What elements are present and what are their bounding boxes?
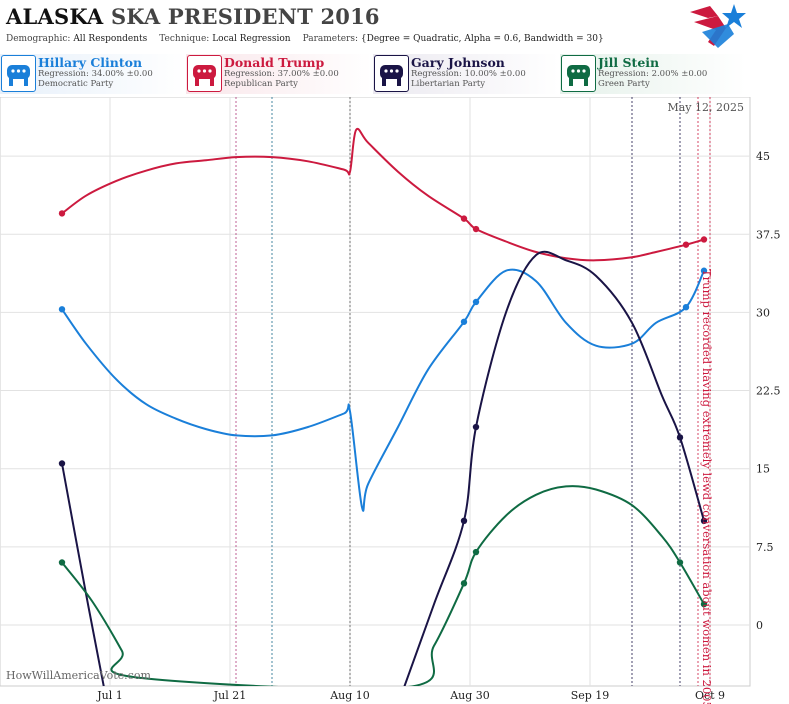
candidate-name: Jill Stein xyxy=(598,55,660,70)
hillary-clinton-point xyxy=(682,303,690,311)
y-tick-label: 15 xyxy=(756,463,770,476)
grid xyxy=(0,97,750,686)
x-tick-label: Sep 19 xyxy=(571,689,610,702)
donald-trump-point xyxy=(58,210,66,217)
jill-stein-line xyxy=(61,485,705,686)
hillary-clinton-point xyxy=(472,298,480,306)
y-tick-label: 22.5 xyxy=(756,385,781,398)
candidate-card: Gary Johnson Regression: 10.00% ±0.00 Libe… xyxy=(373,54,559,94)
jill-stein-point xyxy=(472,548,480,556)
gary-johnson-point xyxy=(676,434,684,441)
candidate-name: Gary Johnson xyxy=(411,55,505,70)
candidate-name: Hillary Clinton xyxy=(38,55,143,70)
donald-trump-point xyxy=(472,225,480,233)
candidate-name: Donald Trump xyxy=(224,55,325,70)
gary-johnson-line xyxy=(403,250,705,686)
jill-stein-point xyxy=(460,580,468,587)
donald-trump-point xyxy=(700,236,708,243)
candidate-party: Republican Party xyxy=(224,79,298,89)
y-tick-label: 7.5 xyxy=(756,541,774,554)
candidate-regression: Regression: 10.00% ±0.00 xyxy=(411,69,526,79)
elephant-icon xyxy=(187,55,222,92)
plot-area xyxy=(0,97,751,687)
title-rest: SKA PRESIDENT 2016 xyxy=(110,4,380,29)
chart-date: May 12, 2025 xyxy=(667,101,744,114)
candidate-regression: Regression: 34.00% ±0.00 xyxy=(38,69,153,79)
x-tick-label: Jul 21 xyxy=(213,689,247,702)
hillary-clinton-point xyxy=(58,306,66,313)
parameters-line: Demographic: All Respondents Technique: L… xyxy=(6,34,604,44)
jill-stein-point xyxy=(58,559,66,566)
event-annotation: Trump recorded having extremely lewd con… xyxy=(700,269,714,704)
donkey-icon xyxy=(1,55,36,92)
donald-trump-line xyxy=(61,127,705,262)
series-lines xyxy=(61,127,705,686)
star-logo-icon xyxy=(690,4,746,48)
hillary-clinton-line xyxy=(61,268,705,512)
jill-stein-point xyxy=(676,559,684,566)
x-axis: Jul 1 Jul 21 Aug 10 Aug 30 Sep 19 Oct 9 xyxy=(96,689,725,702)
x-tick-label: Aug 10 xyxy=(329,689,370,702)
series-points xyxy=(58,210,708,608)
gary-johnson-point xyxy=(700,517,708,524)
candidate-party: Democratic Party xyxy=(38,79,114,89)
header: ALASKA SKA PRESIDENT 2016 Demographic: A… xyxy=(0,0,750,52)
demographic-value: All Respondents xyxy=(73,34,148,44)
candidate-regression: Regression: 2.00% ±0.00 xyxy=(598,69,708,79)
liberty-statue-icon xyxy=(374,55,409,92)
jill-stein-point xyxy=(700,600,708,608)
candidate-card: Donald Trump Regression: 37.00% ±0.00 Repu… xyxy=(186,54,372,94)
candidate-party: Libertarian Party xyxy=(411,79,486,89)
candidate-card: Hillary Clinton Regression: 34.00% ±0.00 D… xyxy=(0,54,186,94)
candidate-legend: Hillary Clinton Regression: 34.00% ±0.00 D… xyxy=(0,54,750,94)
technique-value: Local Regression xyxy=(212,34,291,44)
x-tick-label: Oct 9 xyxy=(695,689,725,702)
demographic-label: Demographic: xyxy=(6,34,71,44)
donald-trump-point xyxy=(460,215,468,222)
page-title: ALASKA SKA PRESIDENT 2016 xyxy=(6,4,380,29)
candidate-regression: Regression: 37.00% ±0.00 xyxy=(224,69,339,79)
candidate-party: Green Party xyxy=(598,79,650,89)
gary-johnson-point xyxy=(58,460,66,467)
x-tick-label: Aug 30 xyxy=(449,689,490,702)
parameters-label: Parameters: xyxy=(302,34,359,44)
chart: 0 7.5 15 22.5 30 37.5 45 Jul 1 Jul 21 Aug 10 Aug … xyxy=(0,97,781,704)
x-tick-label: Jul 1 xyxy=(96,689,123,702)
watermark: HowWillAmericaVote.com xyxy=(6,669,151,682)
candidate-card: Jill Stein Regression: 2.00% ±0.00 Green P… xyxy=(560,54,746,94)
sunflower-icon xyxy=(561,55,596,92)
hillary-clinton-point xyxy=(700,267,708,274)
gary-johnson-point xyxy=(460,517,468,524)
technique-label: Technique: xyxy=(159,34,210,44)
y-tick-label: 37.5 xyxy=(756,228,781,241)
state-name: ALASKA xyxy=(6,4,104,29)
donald-trump-point xyxy=(682,241,690,248)
y-tick-label: 0 xyxy=(756,619,763,632)
hillary-clinton-point xyxy=(460,318,468,325)
y-axis: 0 7.5 15 22.5 30 37.5 45 xyxy=(756,150,781,632)
parameters-value: {Degree = Quadratic, Alpha = 0.6, Bandwi… xyxy=(360,34,604,44)
y-tick-label: 45 xyxy=(756,150,770,163)
y-tick-label: 30 xyxy=(756,306,770,319)
gary-johnson-point xyxy=(472,423,480,431)
